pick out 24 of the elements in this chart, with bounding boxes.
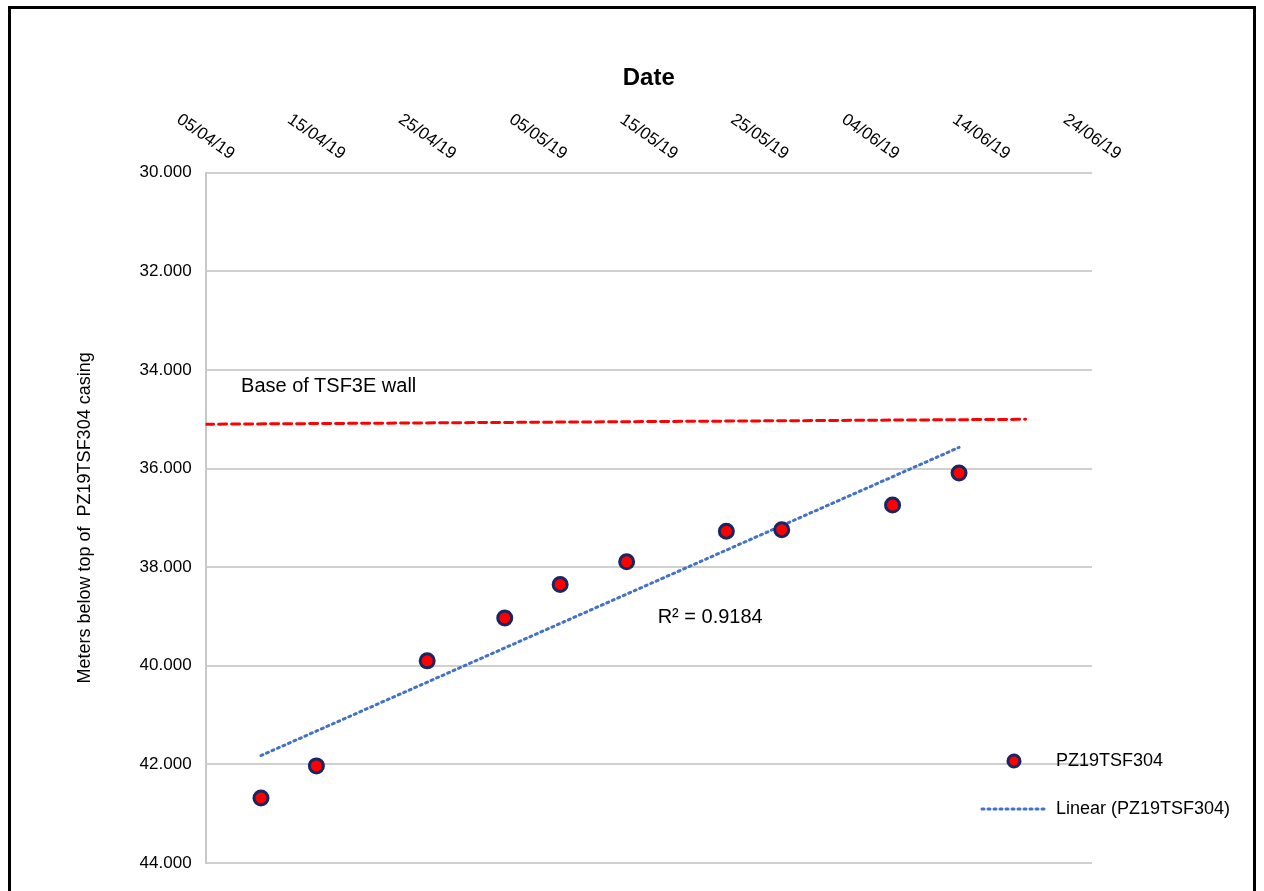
- y-tick-label: 30.000: [139, 162, 192, 182]
- point: [418, 652, 436, 670]
- point: [950, 464, 968, 482]
- y-tick-label: 32.000: [139, 261, 192, 281]
- y-tick-label: 40.000: [139, 655, 192, 675]
- point: [884, 496, 902, 514]
- x-axis-title: Date: [622, 63, 675, 91]
- point: [496, 609, 514, 627]
- annotation: Base of TSF3E wall: [241, 374, 417, 397]
- y-axis-title: Meters below top of PZ19TSF304 casing: [73, 352, 94, 684]
- point: [717, 522, 735, 540]
- annotation: R² = 0.9184: [657, 605, 763, 628]
- point: [773, 521, 791, 539]
- y-tick-label: 34.000: [139, 359, 192, 379]
- y-tick-label: 38.000: [139, 556, 192, 576]
- y-tick-label: 42.000: [139, 754, 192, 774]
- y-tick-label: 36.000: [139, 458, 192, 478]
- point: [618, 553, 636, 571]
- point: [252, 789, 270, 807]
- y-tick-label: 44.000: [139, 852, 192, 872]
- point: [551, 575, 569, 593]
- point: [307, 757, 325, 775]
- legend-label: Linear (PZ19TSF304): [1056, 797, 1231, 818]
- legend-label: PZ19TSF304: [1056, 749, 1164, 770]
